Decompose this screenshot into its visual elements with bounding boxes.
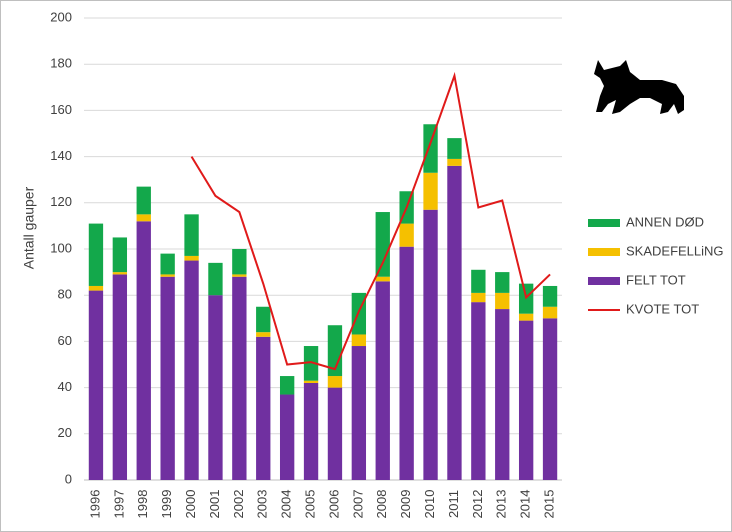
y-tick-label: 0	[65, 471, 72, 486]
bar-segment	[279, 376, 295, 395]
bar-segment	[256, 306, 271, 333]
bar-segment	[256, 336, 271, 480]
bar-segment	[136, 221, 151, 480]
bar-segment	[279, 394, 295, 480]
bar-segment	[423, 172, 438, 210]
x-tick-label: 2000	[183, 490, 198, 519]
y-tick-label: 180	[50, 56, 72, 71]
legend-swatch	[588, 248, 620, 256]
bar-segment	[351, 346, 367, 480]
y-tick-label: 200	[50, 9, 72, 24]
x-tick-label: 1999	[159, 490, 174, 519]
bar-segment	[208, 295, 223, 480]
legend-label: ANNEN DØD	[626, 214, 704, 229]
bar-segment	[471, 292, 486, 303]
bar-segment	[542, 306, 558, 319]
bar-segment	[232, 274, 247, 277]
bar-segment	[136, 186, 151, 215]
bar-segment	[303, 380, 319, 383]
x-tick-label: 2012	[470, 490, 485, 519]
x-tick-label: 1996	[87, 490, 102, 519]
bar-segment	[447, 158, 462, 166]
bar-segment	[471, 302, 486, 480]
x-tick-label: 2010	[422, 490, 437, 519]
bar-segment	[471, 269, 486, 293]
bar-segment	[327, 387, 343, 480]
bar-segment	[518, 313, 534, 321]
bar-segment	[518, 320, 534, 480]
bar-segment	[327, 325, 343, 377]
y-tick-label: 140	[50, 148, 72, 163]
bar-segment	[208, 262, 223, 296]
bar-segment	[399, 246, 414, 480]
y-tick-label: 80	[58, 287, 72, 302]
x-tick-label: 2005	[302, 490, 317, 519]
y-tick-label: 60	[58, 333, 72, 348]
x-tick-label: 2011	[446, 490, 461, 518]
y-tick-label: 100	[50, 240, 72, 255]
bar-segment	[495, 272, 510, 293]
x-tick-label: 2002	[231, 490, 246, 519]
bar-segment	[112, 237, 128, 273]
bar-segment	[351, 334, 367, 347]
bar-segment	[160, 253, 175, 275]
bar-segment	[303, 382, 319, 480]
x-tick-label: 1997	[111, 490, 126, 519]
bar-segment	[88, 285, 104, 291]
bar-segment	[423, 209, 438, 481]
bar-segment	[303, 346, 319, 381]
bar-segment	[136, 214, 151, 222]
bar-segment	[423, 124, 438, 173]
x-tick-label: 2001	[207, 490, 222, 519]
legend-swatch	[588, 219, 620, 227]
x-tick-label: 1998	[135, 490, 150, 519]
bar-segment	[232, 276, 247, 480]
line	[190, 71, 551, 371]
legend-label: SKADEFELLiNG	[626, 243, 724, 258]
y-tick-label: 20	[58, 425, 72, 440]
bar-segment	[327, 376, 343, 388]
bar-segment	[232, 249, 247, 275]
bar-segment	[542, 318, 558, 480]
bar-segment	[495, 309, 510, 480]
lynx-icon	[594, 60, 684, 114]
bar-segment	[495, 292, 510, 310]
legend-label: FELT TOT	[626, 272, 686, 287]
bar-segment	[447, 165, 462, 480]
x-tick-label: 2003	[255, 490, 270, 519]
bar-segment	[375, 212, 390, 277]
bar-segment	[184, 214, 199, 256]
bar-segment	[399, 223, 414, 247]
x-tick-label: 2015	[541, 490, 556, 519]
x-tick-label: 2008	[374, 490, 389, 519]
legend-swatch	[588, 277, 620, 285]
y-tick-label: 160	[50, 102, 72, 117]
bar-segment	[112, 274, 128, 480]
bar-segment	[256, 332, 271, 337]
bar-segment	[375, 281, 390, 480]
bar-segment	[88, 223, 104, 286]
bar-segment	[88, 290, 104, 480]
x-tick-label: 2009	[398, 490, 413, 519]
y-tick-label: 40	[58, 379, 72, 394]
x-tick-label: 2007	[350, 490, 365, 519]
bar-segment	[160, 274, 175, 277]
x-tick-label: 2014	[518, 490, 533, 519]
legend-label: KVOTE TOT	[626, 301, 699, 316]
x-tick-label: 2004	[279, 490, 294, 519]
bar-segment	[184, 260, 199, 480]
bar-segment	[447, 138, 462, 159]
bar-segment	[375, 276, 390, 282]
bar-segment	[160, 276, 175, 480]
y-axis-title: Antall gauper	[21, 186, 37, 269]
bar-segment	[542, 285, 558, 307]
x-tick-label: 2006	[326, 490, 341, 519]
y-tick-label: 120	[50, 194, 72, 209]
bar-segment	[184, 255, 199, 261]
x-tick-label: 2013	[494, 490, 509, 519]
bar-segment	[112, 272, 128, 275]
